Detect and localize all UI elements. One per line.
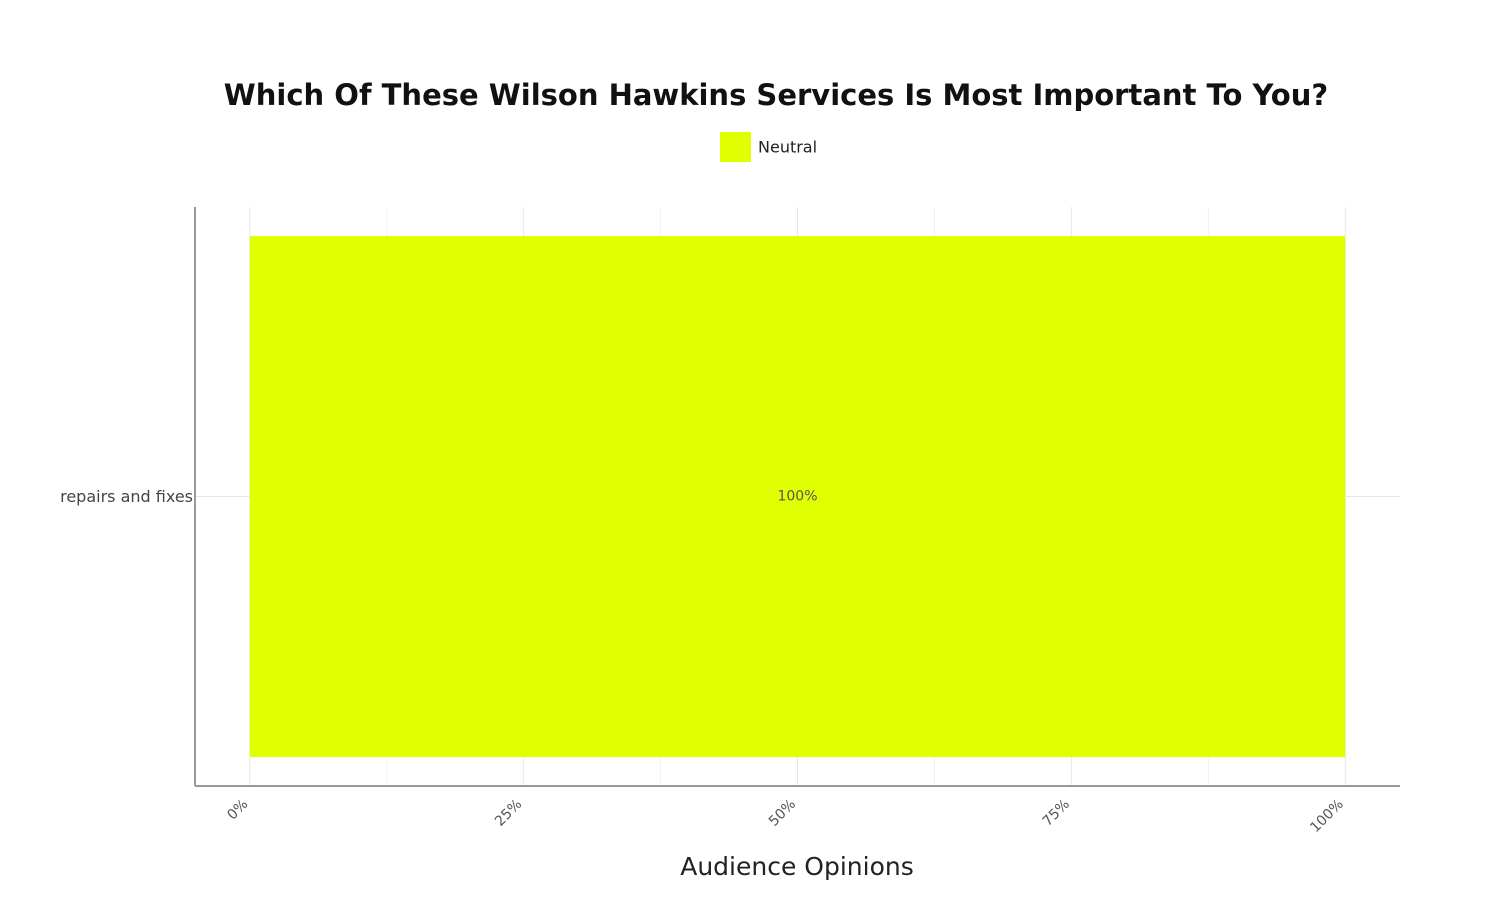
x-tick-label: 100% bbox=[1307, 796, 1347, 836]
x-tick-label: 50% bbox=[766, 796, 799, 829]
chart-title: Which Of These Wilson Hawkins Services I… bbox=[224, 78, 1328, 112]
x-tick-label: 0% bbox=[224, 796, 251, 823]
legend-swatch bbox=[720, 132, 751, 162]
x-tick-label: 25% bbox=[492, 796, 525, 829]
y-tick-label: repairs and fixes bbox=[60, 487, 193, 506]
legend-label: Neutral bbox=[758, 138, 817, 157]
bar bbox=[249, 235, 1346, 758]
x-tick-label: 75% bbox=[1040, 796, 1073, 829]
value-label: 100% bbox=[777, 489, 817, 505]
x-axis-title: Audience Opinions bbox=[680, 852, 914, 881]
